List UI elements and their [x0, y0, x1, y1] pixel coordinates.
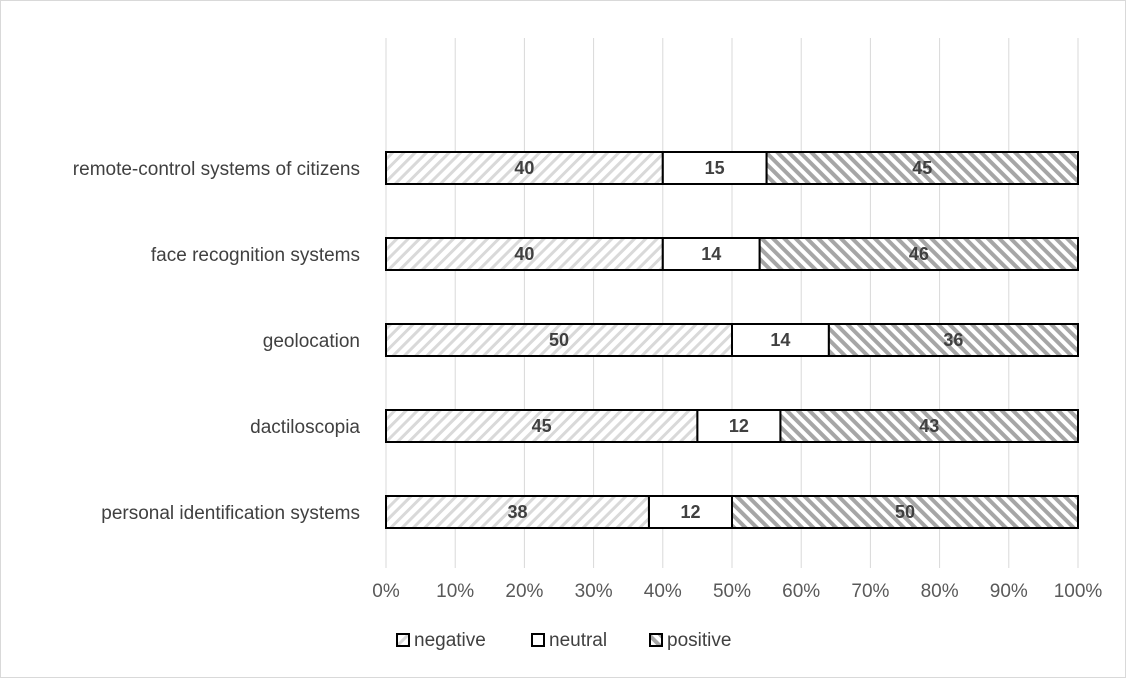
legend-item-neutral: neutral	[531, 630, 607, 651]
data-label-neutral: 14	[770, 330, 790, 350]
data-label-negative: 40	[514, 158, 534, 178]
x-tick-label-60: 60%	[782, 581, 820, 602]
bar-segment-negative	[385, 323, 733, 357]
data-label-neutral: 14	[701, 244, 721, 264]
bar-row-geolocation: 50 14 36	[385, 323, 1079, 357]
bar-segment-neutral	[696, 409, 782, 443]
legend-item-positive: positive	[649, 630, 731, 651]
category-label-personal-identification-systems: personal identification systems	[101, 503, 360, 524]
bar-segment-positive	[827, 323, 1079, 357]
legend-label-neutral: neutral	[549, 630, 607, 651]
bar-segment-positive	[758, 237, 1079, 271]
bar-segment-neutral	[731, 323, 830, 357]
x-tick-label-10: 10%	[436, 581, 474, 602]
data-label-neutral: 12	[680, 502, 700, 522]
data-label-positive: 43	[919, 416, 939, 436]
bar-segment-neutral	[661, 237, 761, 271]
bar-segment-negative	[385, 409, 699, 443]
data-label-neutral: 15	[705, 158, 725, 178]
bar-segment-neutral	[647, 495, 734, 529]
bar-segment-negative	[385, 151, 664, 185]
category-label-dactiloscopia: dactiloscopia	[250, 417, 360, 438]
x-tick-label-20: 20%	[505, 581, 543, 602]
bar-segment-negative	[385, 237, 664, 271]
bar-segment-positive	[731, 495, 1079, 529]
legend-swatch-neutral	[531, 633, 545, 647]
data-label-negative: 38	[507, 502, 527, 522]
data-label-positive: 50	[895, 502, 915, 522]
data-label-negative: 40	[514, 244, 534, 264]
bar-row-remote-control-systems-of-citizens: 40 15 45	[385, 151, 1079, 185]
x-tick-label-90: 90%	[990, 581, 1028, 602]
x-tick-label-0: 0%	[372, 581, 400, 602]
x-tick-label-80: 80%	[921, 581, 959, 602]
x-tick-label-40: 40%	[644, 581, 682, 602]
bar-row-face-recognition-systems: 40 14 46	[385, 237, 1079, 271]
bar-row-dactiloscopia: 45 12 43	[385, 409, 1079, 443]
legend-label-positive: positive	[667, 630, 731, 651]
bars: 40 15 45 40 14 46 50 14 36 45 12 43 38 12 50	[385, 151, 1079, 529]
legend-swatch-positive	[649, 633, 663, 647]
legend-swatch-negative	[396, 633, 410, 647]
data-label-positive: 46	[909, 244, 929, 264]
x-tick-label-100: 100%	[1054, 581, 1103, 602]
x-tick-label-30: 30%	[575, 581, 613, 602]
legend: negative neutral positive	[396, 630, 731, 651]
data-label-negative: 45	[532, 416, 552, 436]
bar-row-personal-identification-systems: 38 12 50	[385, 495, 1079, 529]
x-axis-tick-labels: 0% 10% 20% 30% 40% 50% 60% 70% 80% 90% 100%	[372, 581, 1102, 602]
x-tick-label-50: 50%	[713, 581, 751, 602]
category-labels: remote-control systems of citizens face r…	[73, 159, 361, 524]
bar-segment-negative	[385, 495, 650, 529]
data-label-positive: 36	[943, 330, 963, 350]
x-tick-label-70: 70%	[851, 581, 889, 602]
bar-segment-positive	[779, 409, 1079, 443]
bar-segment-positive	[765, 151, 1079, 185]
legend-item-negative: negative	[396, 630, 486, 651]
category-label-geolocation: geolocation	[263, 331, 360, 352]
category-label-face-recognition-systems: face recognition systems	[151, 245, 360, 266]
category-label-remote-control-systems-of-citizens: remote-control systems of citizens	[73, 159, 360, 180]
data-label-negative: 50	[549, 330, 569, 350]
data-label-positive: 45	[912, 158, 932, 178]
data-label-neutral: 12	[729, 416, 749, 436]
grid-lines	[385, 38, 1079, 568]
legend-label-negative: negative	[414, 630, 486, 651]
